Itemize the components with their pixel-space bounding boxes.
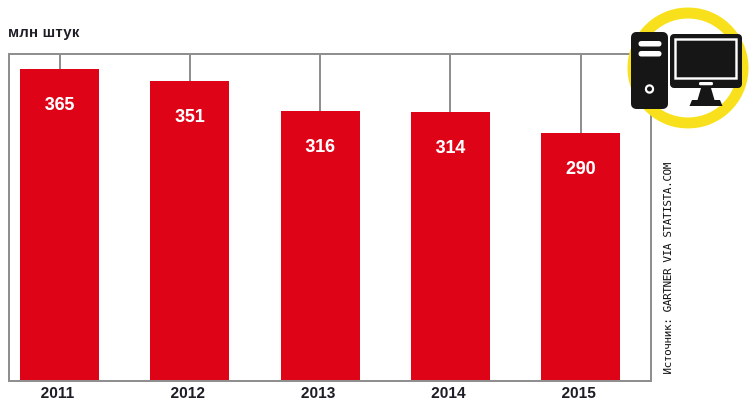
bar-2011: 365 xyxy=(20,69,99,380)
y-axis-unit-label: млн штук xyxy=(8,24,80,41)
x-axis-label-2011: 2011 xyxy=(40,385,75,402)
bar-value-label: 316 xyxy=(305,136,335,156)
bar-value-label: 290 xyxy=(565,158,596,178)
desktop-computer-icon xyxy=(627,7,749,129)
tick-line xyxy=(449,55,452,112)
tick-line xyxy=(188,55,191,81)
computer-glyph xyxy=(631,32,742,109)
x-axis-label-2014: 2014 xyxy=(431,385,466,402)
tick-line xyxy=(319,55,322,111)
plot-area: 365 351 316 314 290 xyxy=(8,53,652,382)
bar-2013: 316 xyxy=(280,111,360,380)
tick-line xyxy=(58,55,61,69)
bar-2015: 290 xyxy=(541,133,621,380)
x-axis-label-2013: 2013 xyxy=(300,385,336,402)
bar-value-label: 365 xyxy=(44,94,75,114)
tick-line xyxy=(579,55,582,133)
bar-value-label: 314 xyxy=(435,137,466,157)
bar-2014: 314 xyxy=(410,112,490,380)
bar-value-label: 351 xyxy=(175,106,205,126)
x-axis-label-2015: 2015 xyxy=(561,385,596,402)
bar-2012: 351 xyxy=(150,81,230,380)
x-axis-label-2012: 2012 xyxy=(170,385,206,402)
source-credit: Источник: GARTNER VIA STATISTA.COM xyxy=(661,163,674,375)
